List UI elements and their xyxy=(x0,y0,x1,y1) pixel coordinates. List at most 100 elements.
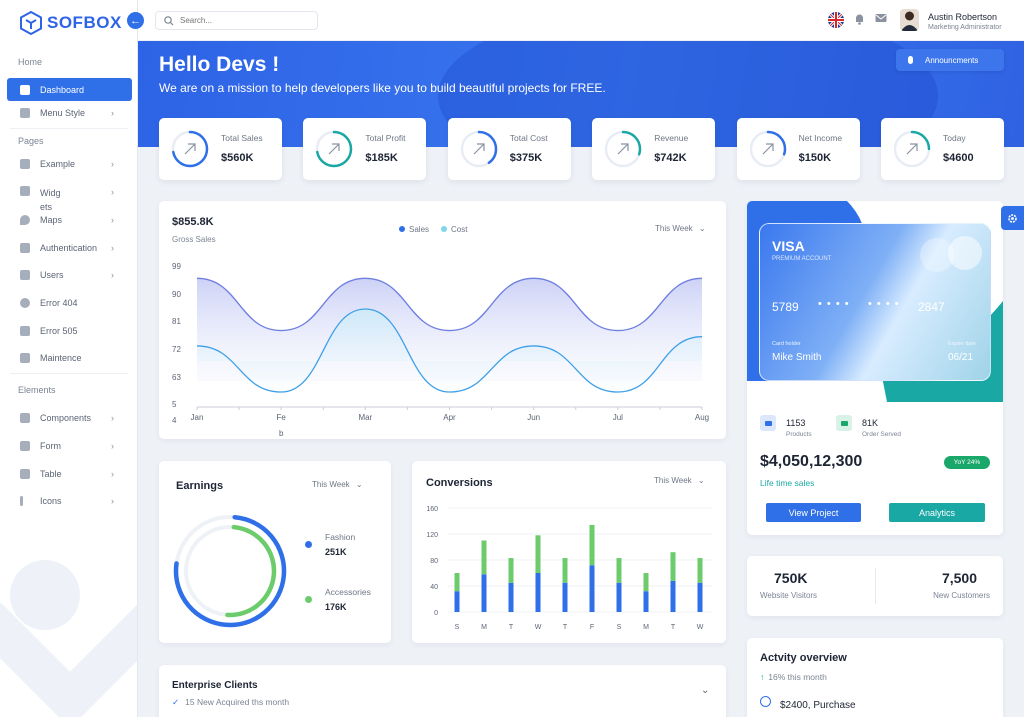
widget-icon xyxy=(20,186,30,196)
orders-label: Order Served xyxy=(862,431,902,438)
bar-blue xyxy=(697,582,703,612)
decorative-shape xyxy=(0,560,137,717)
x-tick-label: Jun xyxy=(527,413,540,422)
view-project-button[interactable]: View Project xyxy=(766,503,861,522)
sidebar-item-maps[interactable]: Maps › xyxy=(7,208,132,231)
bar-blue xyxy=(562,582,568,612)
conversions-range-dropdown[interactable]: This Week ⌄ xyxy=(654,476,705,485)
grid-icon xyxy=(20,84,30,95)
activity-overview-card: Actvity overview ↑ 16% this month $2400, … xyxy=(747,638,1003,717)
bar-blue xyxy=(589,565,595,612)
gross-sales-label: Gross Sales xyxy=(172,235,216,244)
sidebar-item-label: Dashboard xyxy=(40,84,85,95)
search-icon xyxy=(164,15,174,25)
y-tick-label: 5 xyxy=(172,400,177,409)
sidebar-item-example[interactable]: Example › xyxy=(7,152,132,175)
y-tick-label: 160 xyxy=(426,506,438,513)
lifetime-sales-label: Life time sales xyxy=(760,478,815,488)
activity-title: Actvity overview xyxy=(760,652,847,664)
stat-card[interactable]: Today $4600 xyxy=(881,118,1004,180)
sidebar-item-widgets[interactable]: Widg ets › xyxy=(7,180,132,212)
earnings-card: Earnings This Week ⌄ Fashion 251K Access… xyxy=(159,461,391,643)
uk-flag-icon[interactable] xyxy=(828,12,844,28)
bell-icon[interactable] xyxy=(854,13,865,25)
x-tick-label: T xyxy=(509,624,514,631)
bar-green xyxy=(589,524,595,566)
sidebar-item-form[interactable]: Form › xyxy=(7,434,132,457)
stat-card[interactable]: Total Cost $375K xyxy=(447,118,571,180)
sidebar-item-dashboard[interactable]: Dashboard xyxy=(7,78,132,101)
stat-card[interactable]: Net Income $150K xyxy=(736,118,860,180)
trend-arrow-icon xyxy=(316,130,353,168)
earnings-donut-chart xyxy=(173,514,287,628)
sidebar-item-label: Icons xyxy=(40,495,62,506)
hero-banner: Hello Devs ! We are on a mission to help… xyxy=(138,41,1024,147)
brand-name: SOFBOX xyxy=(47,13,122,32)
chevron-right-icon: › xyxy=(111,469,114,479)
visa-card[interactable]: VISA PREMIUM ACCOUNT 5789 • • • • • • • … xyxy=(759,223,991,381)
bar-blue xyxy=(508,582,514,612)
legend-fashion-name: Fashion xyxy=(325,532,356,542)
chevron-down-icon: ⌄ xyxy=(698,224,706,233)
legend-fashion-value: 251K xyxy=(325,547,347,557)
sidebar-item-table[interactable]: Table › xyxy=(7,462,132,485)
x-tick-label: Mar xyxy=(358,413,372,422)
mail-icon[interactable] xyxy=(875,13,887,23)
divider xyxy=(10,128,128,129)
stat-value: $375K xyxy=(509,152,543,164)
announcements-button[interactable]: Announcments xyxy=(896,49,1004,71)
sidebar-item-components[interactable]: Components › xyxy=(7,406,132,429)
products-label: Products xyxy=(786,431,812,438)
chevron-down-icon: ⌄ xyxy=(355,480,363,489)
series-line-sales xyxy=(196,277,703,332)
stat-card[interactable]: Total Sales $560K xyxy=(159,118,282,180)
user-name[interactable]: Austin Robertson xyxy=(928,12,998,22)
x-tick-label: S xyxy=(455,624,460,631)
stat-card[interactable]: Revenue $742K xyxy=(592,118,716,180)
sidebar-item-maintence[interactable]: Maintence xyxy=(7,346,132,369)
sidebar-item-error-505[interactable]: Error 505 xyxy=(7,319,132,342)
sidebar-item-users[interactable]: Users › xyxy=(7,263,132,286)
gross-legend: Sales Cost xyxy=(399,225,467,234)
sidebar-item-menu-style[interactable]: Menu Style › xyxy=(7,101,132,124)
earnings-range-dropdown[interactable]: This Week ⌄ xyxy=(312,480,363,489)
visa-account: PREMIUM ACCOUNT xyxy=(772,256,832,262)
conversions-card: Conversions This Week ⌄ 160 120 80 40 0 S M T W T… xyxy=(412,461,726,643)
search-box[interactable] xyxy=(155,11,318,30)
cart-icon xyxy=(836,415,852,431)
arrow-up-icon: ↑ xyxy=(760,672,765,682)
series-area-cost xyxy=(197,309,702,393)
products-count: 1153 xyxy=(786,418,806,428)
bar-green xyxy=(454,573,460,592)
x-tick-label: Aug xyxy=(695,413,709,422)
expand-chevron-icon[interactable]: ⌄ xyxy=(701,685,710,696)
analytics-button[interactable]: Analytics xyxy=(889,503,985,522)
gross-range-dropdown[interactable]: This Week ⌄ xyxy=(655,224,706,233)
basket-icon xyxy=(760,415,776,431)
avatar[interactable] xyxy=(900,9,919,31)
sidebar-item-label: Maintence xyxy=(40,352,82,363)
sidebar-item-authentication[interactable]: Authentication › xyxy=(7,236,132,259)
series-line-cost xyxy=(196,308,703,393)
sidebar-item-icons[interactable]: Icons › xyxy=(7,489,132,512)
legend-accessories-value: 176K xyxy=(325,602,347,612)
collapse-sidebar-button[interactable]: ← xyxy=(127,12,144,29)
shield-icon xyxy=(20,242,30,253)
info-icon xyxy=(20,495,23,506)
stat-card[interactable]: Total Profit $185K xyxy=(303,118,427,180)
trend-arrow-icon xyxy=(749,130,786,168)
chevron-down-icon: ⌄ xyxy=(697,476,705,485)
bar-blue xyxy=(454,591,460,612)
card-number-mask-1: • • • • xyxy=(818,298,850,310)
settings-button[interactable] xyxy=(1001,206,1024,230)
legend-fashion-dot xyxy=(305,541,312,548)
sidebar-item-error-404[interactable]: Error 404 xyxy=(7,291,132,314)
x-tick-label: F xyxy=(590,624,594,631)
brand-logo[interactable]: SOFBOX xyxy=(20,11,122,35)
search-input[interactable] xyxy=(180,16,310,25)
y-tick-label: 63 xyxy=(172,373,181,382)
y-tick-label: 81 xyxy=(172,317,181,326)
y-tick-label: 99 xyxy=(172,262,181,271)
stat-value: $150K xyxy=(798,152,832,164)
